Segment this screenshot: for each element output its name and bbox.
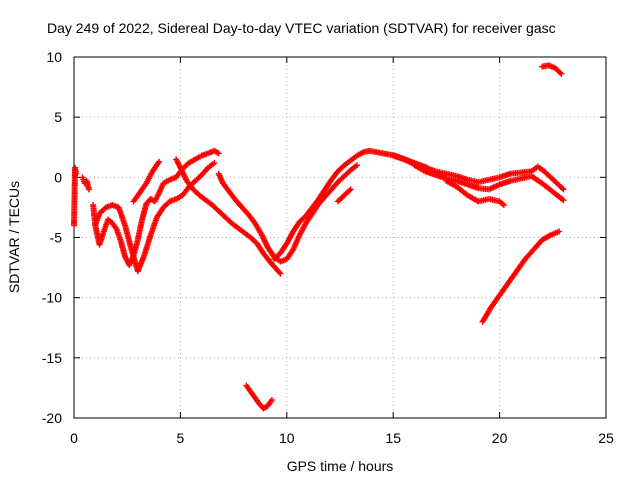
series-arc-4	[92, 159, 218, 275]
data-point	[556, 228, 563, 235]
axis-ticks: 0 5 10 15 20 25 -20 -15 -10 -5 0 5 10	[42, 49, 614, 446]
data-point	[558, 70, 565, 77]
x-axis-title: GPS time / hours	[287, 458, 394, 474]
data-point	[347, 186, 354, 193]
x-tick-label: 25	[598, 430, 614, 446]
x-tick-label: 15	[385, 430, 401, 446]
data-point	[215, 150, 222, 157]
y-tick-label: 10	[46, 49, 62, 65]
data-point	[156, 158, 163, 165]
y-tick-label: -10	[42, 290, 62, 306]
data-point	[560, 186, 567, 193]
data-point	[211, 159, 218, 166]
data-point	[557, 69, 564, 76]
series-arc-10	[243, 382, 275, 412]
x-tick-label: 20	[492, 430, 508, 446]
series-arc-13	[443, 177, 507, 209]
data-point	[560, 197, 567, 204]
y-tick-label: -15	[42, 350, 62, 366]
y-axis-title: SDTVAR / TECUs	[6, 181, 22, 293]
x-tick-label: 10	[279, 430, 295, 446]
grid	[74, 57, 606, 418]
series-arc-2	[79, 174, 92, 193]
series-arc-14	[479, 228, 563, 325]
series-arc-12	[411, 162, 567, 204]
data-marks	[71, 62, 567, 412]
data-point	[276, 269, 283, 276]
x-tick-label: 5	[177, 430, 185, 446]
x-tick-label: 0	[70, 430, 78, 446]
series-arc-15	[539, 62, 565, 77]
data-point	[277, 270, 284, 277]
y-tick-label: -20	[42, 410, 62, 426]
series-arc-6	[173, 156, 284, 277]
y-tick-label: 5	[54, 109, 62, 125]
data-point	[346, 187, 353, 194]
series-arc-5	[130, 158, 163, 205]
y-tick-label: -5	[50, 230, 63, 246]
series-arc-1	[71, 164, 80, 229]
data-point	[354, 162, 361, 169]
data-point	[559, 185, 566, 192]
data-point	[85, 186, 92, 193]
y-tick-label: 0	[54, 169, 62, 185]
chart-title: Day 249 of 2022, Sidereal Day-to-day VTE…	[47, 20, 556, 36]
data-point	[73, 170, 80, 177]
data-point	[500, 202, 507, 209]
data-point	[268, 396, 275, 403]
series-arc-9	[334, 186, 354, 205]
